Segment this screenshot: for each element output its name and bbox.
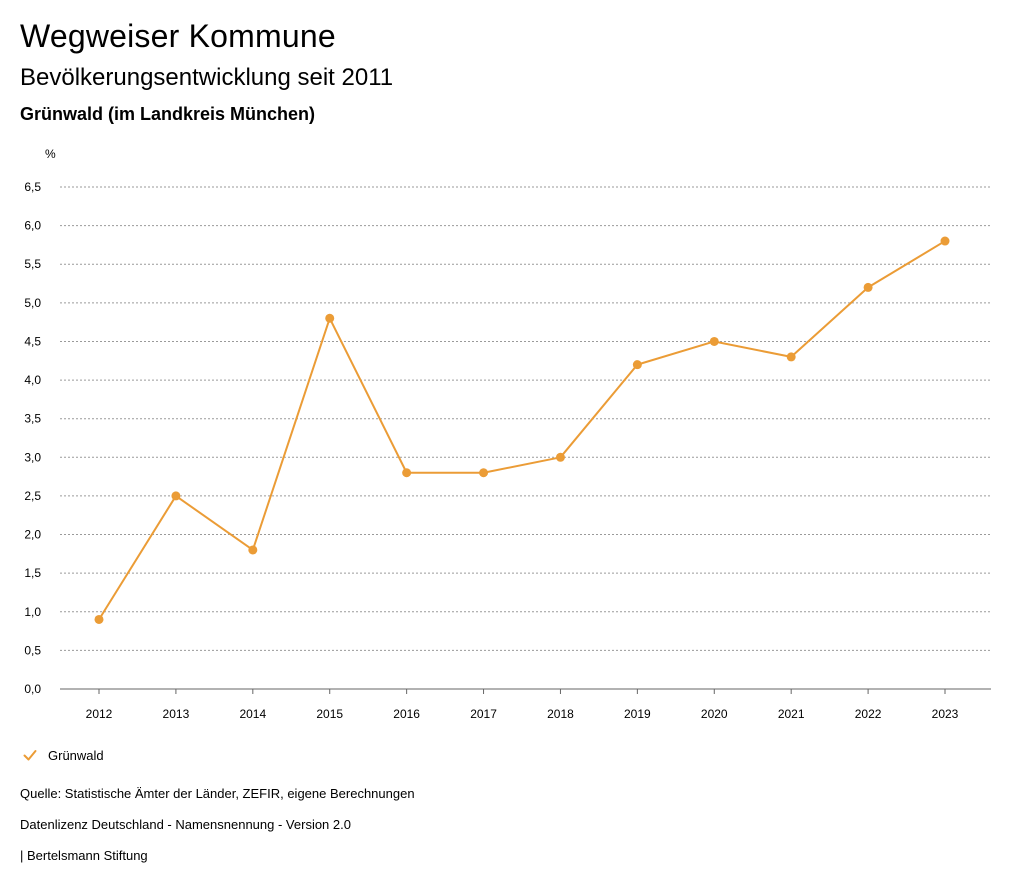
y-tick-label: 3,5 [24,412,41,426]
line-chart: % 0,0 0,5 1,0 1,5 2,0 2,5 3,0 3,5 4,0 4,5 5,0 5,5 6,0… [24,147,991,721]
data-point [786,352,796,362]
y-unit-label: % [45,147,56,161]
data-point [402,468,412,478]
x-tick-label: 2023 [932,707,959,721]
x-tick-label: 2014 [239,707,266,721]
y-tick-label: 5,0 [24,296,41,310]
data-point [863,282,873,292]
y-tick-label: 0,0 [24,682,41,696]
chart-subtitle: Bevölkerungsentwicklung seit 2011 [20,64,394,91]
series-line [98,240,946,621]
series-groenwald [94,236,950,624]
y-tick-label: 0,5 [24,643,41,657]
gridlines [60,186,991,690]
license-note: Datenlizenz Deutschland - Namensnennung … [20,817,351,832]
x-tick-label: 2013 [163,707,190,721]
data-point [248,545,258,555]
y-tick-label: 6,5 [24,180,41,194]
y-tick-label: 3,0 [24,450,41,464]
x-tick-label: 2022 [855,707,882,721]
y-tick-label: 4,5 [24,334,41,348]
region-label: Grünwald (im Landkreis München) [20,104,316,124]
x-tick-label: 2019 [624,707,651,721]
data-point [171,491,181,501]
y-tick-label: 2,5 [24,489,41,503]
y-tick-label: 5,5 [24,257,41,271]
source-note: Quelle: Statistische Ämter der Länder, Z… [20,786,415,801]
data-point [709,336,719,346]
y-tick-label: 2,0 [24,528,41,542]
check-icon [23,750,37,761]
publisher-note: | Bertelsmann Stiftung [20,848,148,863]
x-tick-label: 2021 [778,707,805,721]
y-tick-label: 6,0 [24,219,41,233]
y-tick-label: 1,5 [24,566,41,580]
data-point [94,614,104,624]
legend-label: Grünwald [48,747,104,763]
x-tick-label: 2020 [701,707,728,721]
data-point [325,313,335,323]
data-point [632,360,642,370]
x-tick-label: 2017 [470,707,497,721]
axes: % 0,0 0,5 1,0 1,5 2,0 2,5 3,0 3,5 4,0 4,5 5,0 5,5 6,0… [24,147,958,721]
page-title: Wegweiser Kommune [20,18,336,54]
y-tick-label: 1,0 [24,605,41,619]
x-tick-label: 2018 [547,707,574,721]
data-point [940,236,950,246]
legend[interactable]: Grünwald [22,745,104,765]
x-tick-label: 2012 [86,707,113,721]
x-tick-label: 2015 [316,707,343,721]
x-tick-label: 2016 [393,707,420,721]
data-point [555,452,565,462]
y-tick-label: 4,0 [24,373,41,387]
data-point [479,468,489,478]
